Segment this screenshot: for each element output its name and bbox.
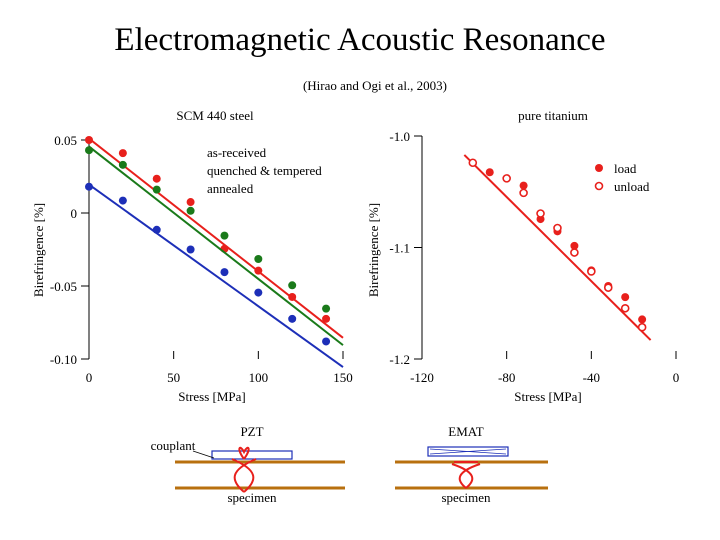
- data-point-load: [519, 181, 528, 190]
- fit-line: [88, 137, 344, 339]
- data-point: [322, 337, 331, 346]
- chart-scm440-steel: SCM 440 steel Stress [MPa] Birefringence…: [31, 108, 353, 404]
- legend-entry-unload: unload: [614, 179, 650, 194]
- x-tick-labels-steel: 0 50 100 150: [86, 370, 353, 385]
- chart-title-titanium: pure titanium: [518, 108, 588, 123]
- y-tick-label: 0.05: [54, 133, 77, 148]
- y-tick-label: 0: [71, 206, 78, 221]
- data-point-unload: [637, 322, 647, 332]
- data-point: [85, 136, 93, 144]
- x-tick-label: 100: [249, 370, 269, 385]
- data-point-load: [570, 241, 579, 250]
- pzt-diagram: PZT couplant specimen: [151, 424, 345, 505]
- legend-entry-as-received: as-received: [207, 145, 267, 160]
- y-tick-labels-titanium: -1.2 -1.1 -1.0: [389, 129, 410, 367]
- x-axis-label-steel: Stress [MPa]: [178, 389, 246, 404]
- data-point: [288, 314, 297, 323]
- data-point: [288, 292, 297, 301]
- pzt-label: PZT: [240, 424, 263, 439]
- x-axis-label-titanium: Stress [MPa]: [514, 389, 582, 404]
- emat-diagram: EMAT specimen: [395, 424, 548, 505]
- fit-line: [88, 183, 344, 368]
- data-point-unload: [536, 209, 545, 218]
- x-tick-label: 0: [86, 370, 93, 385]
- x-tick-label: 150: [333, 370, 353, 385]
- x-tick-label: -80: [498, 370, 515, 385]
- data-point: [254, 266, 263, 275]
- x-tick-label: 0: [673, 370, 680, 385]
- data-point-unload: [620, 303, 630, 313]
- chart-title-steel: SCM 440 steel: [176, 108, 254, 123]
- y-tick-label: -1.1: [389, 241, 410, 256]
- y-axis-label-steel: Birefringence [%]: [31, 203, 46, 297]
- data-point-load: [638, 315, 647, 324]
- data-point: [152, 174, 161, 183]
- data-point-unload: [553, 223, 562, 233]
- slide-title: Electromagnetic Acoustic Resonance: [114, 22, 606, 58]
- data-point: [220, 268, 229, 277]
- data-point: [322, 314, 331, 323]
- data-point-unload: [570, 248, 579, 257]
- data-point: [152, 185, 161, 194]
- plot-marks-titanium: [414, 135, 677, 360]
- data-point: [254, 288, 263, 297]
- data-point-unload: [502, 174, 511, 183]
- pzt-specimen-label: specimen: [227, 490, 277, 505]
- fit-line: [88, 145, 344, 346]
- data-point: [322, 304, 331, 313]
- x-tick-label: -120: [410, 370, 434, 385]
- data-point: [118, 196, 127, 205]
- emat-specimen-label: specimen: [441, 490, 491, 505]
- pzt-transducer: [211, 450, 293, 460]
- plot-marks-steel: [81, 136, 344, 368]
- pzt-wave-upper: [238, 446, 250, 460]
- legend-entry-quenched-tempered: quenched & tempered: [207, 163, 322, 178]
- data-point: [152, 225, 161, 234]
- citation: (Hirao and Ogi et al., 2003): [302, 78, 448, 93]
- data-point: [254, 254, 263, 263]
- data-point: [186, 198, 195, 207]
- data-point-unload: [468, 158, 478, 168]
- y-tick-label: -0.10: [50, 352, 77, 367]
- y-tick-label: -1.0: [389, 129, 410, 144]
- x-tick-label: 50: [167, 370, 180, 385]
- data-point: [118, 160, 127, 169]
- x-tick-label: -40: [583, 370, 600, 385]
- data-point: [288, 281, 297, 290]
- y-tick-labels-steel: -0.10 -0.05 0 0.05: [50, 133, 77, 367]
- data-point: [85, 146, 93, 155]
- fit-line: [463, 154, 652, 341]
- legend-marker-load: [595, 164, 603, 172]
- data-point: [186, 206, 195, 215]
- emat-label: EMAT: [448, 424, 483, 439]
- couplant-label: couplant: [151, 438, 196, 453]
- y-tick-label: -0.05: [50, 279, 77, 294]
- x-tick-labels-titanium: -120 -80 -40 0: [410, 370, 679, 385]
- data-point: [118, 149, 127, 158]
- emat-coil-line: [429, 448, 507, 455]
- legend-marker-unload: [594, 181, 604, 191]
- data-point: [220, 231, 229, 240]
- pzt-wave-loop: [231, 458, 257, 493]
- legend-entry-load: load: [614, 161, 637, 176]
- data-point-unload: [603, 283, 613, 292]
- chart-pure-titanium: pure titanium Stress [MPa] Birefringence…: [366, 108, 679, 404]
- data-point: [186, 245, 195, 254]
- couplant-leader-line: [192, 450, 215, 459]
- data-point-load: [621, 293, 630, 302]
- data-point-unload: [587, 267, 596, 276]
- data-point-unload: [519, 188, 528, 198]
- legend-entry-annealed: annealed: [207, 181, 254, 196]
- y-tick-label: -1.2: [389, 352, 410, 367]
- emat-wave-loop: [451, 463, 481, 489]
- y-axis-label-titanium: Birefringence [%]: [366, 203, 381, 297]
- data-point: [85, 182, 93, 191]
- data-point-load: [485, 168, 494, 177]
